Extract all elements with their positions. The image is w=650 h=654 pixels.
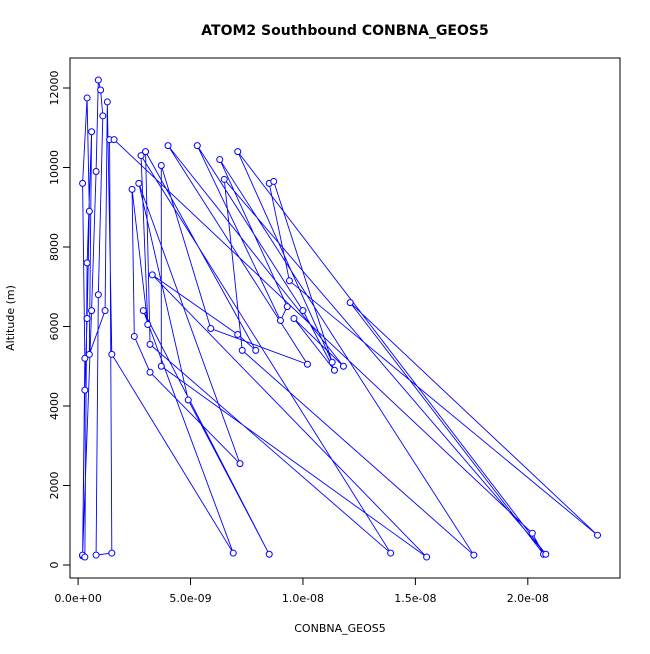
- data-point: [303, 360, 311, 368]
- data-point: [81, 553, 89, 561]
- data-point: [346, 299, 354, 307]
- data-point: [234, 148, 242, 156]
- data-point: [387, 549, 395, 557]
- data-point: [85, 207, 93, 215]
- data-point: [216, 156, 224, 164]
- y-tick-label: 0: [48, 562, 61, 569]
- data-point: [339, 362, 347, 370]
- y-tick-label: 8000: [48, 233, 61, 261]
- x-axis-label: CONBNA_GEOS5: [294, 622, 385, 635]
- y-tick-label: 12000: [48, 71, 61, 106]
- data-point: [101, 307, 109, 315]
- chart-title: ATOM2 Southbound CONBNA_GEOS5: [201, 23, 488, 39]
- data-point: [265, 550, 273, 558]
- y-tick-label: 2000: [48, 472, 61, 500]
- data-point: [103, 98, 111, 106]
- data-point: [99, 112, 107, 120]
- data-point: [146, 340, 154, 348]
- data-point: [184, 396, 192, 404]
- data-point: [528, 529, 536, 537]
- data-point: [423, 553, 431, 561]
- x-tick-label: 2.0e-08: [507, 592, 549, 605]
- y-tick-label: 4000: [48, 392, 61, 420]
- data-point: [157, 362, 165, 370]
- data-point: [92, 551, 100, 559]
- data-point: [142, 148, 150, 156]
- data-point: [594, 531, 602, 539]
- x-tick-label: 0.0e+00: [54, 592, 101, 605]
- data-point: [470, 551, 478, 559]
- data-point: [137, 152, 145, 160]
- data-point: [328, 358, 336, 366]
- y-tick-label: 10000: [48, 150, 61, 185]
- data-point: [207, 324, 215, 332]
- data-point: [285, 277, 293, 285]
- data-point: [146, 368, 154, 376]
- data-point: [135, 179, 143, 187]
- data-point: [81, 354, 89, 362]
- data-point: [290, 315, 298, 323]
- data-point: [164, 142, 172, 150]
- data-point: [83, 259, 91, 267]
- data-point: [83, 94, 91, 102]
- data-point: [299, 307, 307, 315]
- data-point: [108, 350, 116, 358]
- data-point: [130, 332, 138, 340]
- data-point: [108, 549, 116, 557]
- data-point: [79, 179, 87, 187]
- data-point: [94, 76, 102, 84]
- data-point: [283, 303, 291, 311]
- plot-frame: [69, 57, 621, 579]
- data-point: [229, 549, 237, 557]
- data-point: [252, 346, 260, 354]
- data-point: [92, 167, 100, 175]
- data-point: [276, 317, 284, 325]
- data-point: [238, 346, 246, 354]
- y-tick-label: 6000: [48, 313, 61, 341]
- data-point: [542, 550, 550, 558]
- data-point: [85, 350, 93, 358]
- data-point: [148, 271, 156, 279]
- data-point: [88, 128, 96, 136]
- data-point: [139, 307, 147, 315]
- data-point: [83, 315, 91, 323]
- data-point: [157, 162, 165, 170]
- data-point: [236, 460, 244, 468]
- data-point: [97, 86, 105, 94]
- data-point: [234, 330, 242, 338]
- data-point: [81, 386, 89, 394]
- data-point: [330, 366, 338, 374]
- data-point: [144, 321, 152, 329]
- data-point: [193, 142, 201, 150]
- data-point: [128, 185, 136, 193]
- x-tick-label: 1.0e-08: [282, 592, 324, 605]
- data-point: [88, 307, 96, 315]
- x-tick-label: 5.0e-09: [169, 592, 211, 605]
- y-axis-label: Altitude (m): [4, 285, 17, 351]
- data-point: [220, 175, 228, 183]
- data-point: [94, 291, 102, 299]
- data-point: [270, 177, 278, 185]
- data-point: [110, 136, 118, 144]
- x-tick-label: 1.5e-08: [394, 592, 436, 605]
